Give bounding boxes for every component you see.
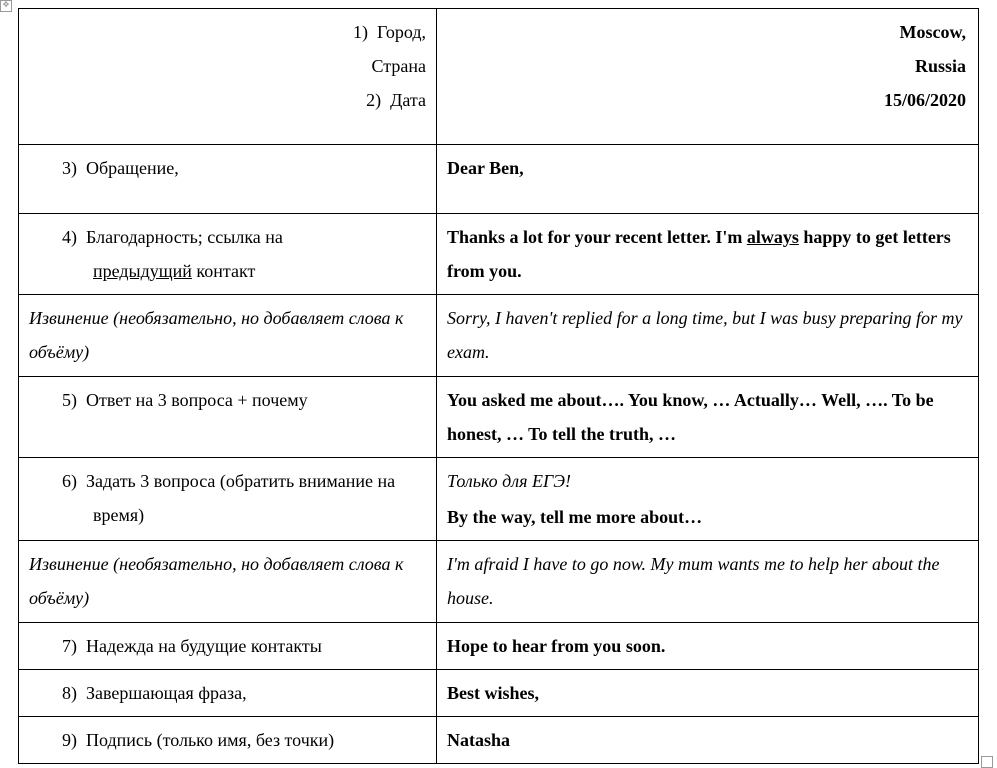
cell-right-hope: Hope to hear from you soon. [437,622,979,669]
num-4: 4) [62,227,86,247]
cell-right-thanks: Thanks a lot for your recent letter. I'm… [437,213,979,294]
label-country: Страна [372,56,426,76]
cell-right-apology2: I'm afraid I have to go now. My mum want… [437,541,979,622]
table-row: Извинение (необязательно, но добавляет с… [19,541,979,622]
cell-right-closing: Best wishes, [437,669,979,716]
table-row: 7) Надежда на будущие контакты Hope to h… [19,622,979,669]
label-signature: Подпись (только имя, без точки) [86,730,334,750]
label-hope: Надежда на будущие контакты [86,636,322,656]
value-city: Moscow, [447,15,966,49]
label-thanks-post: контакт [192,261,255,281]
label-closing: Завершающая фраза, [86,683,247,703]
value-closing: Best wishes, [447,683,539,703]
num-7: 7) [62,636,86,656]
cell-left-signature: 9) Подпись (только имя, без точки) [19,717,437,764]
cell-left-closing: 8) Завершающая фраза, [19,669,437,716]
num-2: 2) [366,90,390,110]
cell-left-ask: 6) Задать 3 вопроса (обратить внимание н… [19,457,437,540]
num-1: 1) [353,22,377,42]
label-ask: Задать 3 вопроса (обратить внимание на в… [86,471,395,525]
cell-left-hope: 7) Надежда на будущие контакты [19,622,437,669]
table-row: 9) Подпись (только имя, без точки) Natas… [19,717,979,764]
num-9: 9) [62,730,86,750]
table-row: Извинение (необязательно, но добавляет с… [19,295,979,376]
cell-right-greeting: Dear Ben, [437,144,979,213]
cell-right-apology1: Sorry, I haven't replied for a long time… [437,295,979,376]
table-row: 6) Задать 3 вопроса (обратить внимание н… [19,457,979,540]
table-end-icon [981,756,993,768]
label-answer: Ответ на 3 вопроса + почему [86,390,308,410]
label-city: Город, [377,22,426,42]
table-row: 4) Благодарность; ссылка на предыдущий к… [19,213,979,294]
value-date: 15/06/2020 [447,83,966,117]
table-row: 3) Обращение, Dear Ben, [19,144,979,213]
label-thanks-pre: Благодарность; ссылка на [86,227,283,247]
cell-left-address: 1) Город, Страна 2) Дата [19,9,437,145]
num-8: 8) [62,683,86,703]
label-apology2: Извинение (необязательно, но добавляет с… [29,554,403,608]
value-apology1: Sorry, I haven't replied for a long time… [447,308,962,362]
num-6: 6) [62,471,86,491]
label-greeting: Обращение, [86,158,179,178]
num-5: 5) [62,390,86,410]
table-row: 5) Ответ на 3 вопроса + почему You asked… [19,376,979,457]
cell-left-greeting: 3) Обращение, [19,144,437,213]
cell-right-answer: You asked me about…. You know, … Actuall… [437,376,979,457]
num-3: 3) [62,158,86,178]
table-row: 1) Город, Страна 2) Дата Moscow, Russia … [19,9,979,145]
cell-left-apology2: Извинение (необязательно, но добавляет с… [19,541,437,622]
value-answer: You asked me about…. You know, … Actuall… [447,390,934,444]
table-anchor-icon [0,0,12,12]
cell-right-signature: Natasha [437,717,979,764]
cell-left-thanks: 4) Благодарность; ссылка на предыдущий к… [19,213,437,294]
label-apology1: Извинение (необязательно, но добавляет с… [29,308,403,362]
letter-structure-table: 1) Город, Страна 2) Дата Moscow, Russia … [18,8,979,764]
table-row: 8) Завершающая фраза, Best wishes, [19,669,979,716]
value-hope: Hope to hear from you soon. [447,636,665,656]
cell-left-apology1: Извинение (необязательно, но добавляет с… [19,295,437,376]
value-ask-note: Только для ЕГЭ! [447,464,968,498]
value-thanks-pre: Thanks a lot for your recent letter. I'm [447,227,747,247]
value-signature: Natasha [447,730,510,750]
label-thanks-under: предыдущий [93,261,192,281]
value-apology2: I'm afraid I have to go now. My mum want… [447,554,939,608]
value-greeting: Dear Ben, [447,158,524,178]
cell-left-answer: 5) Ответ на 3 вопроса + почему [19,376,437,457]
cell-right-address: Moscow, Russia 15/06/2020 [437,9,979,145]
label-date: Дата [390,90,426,110]
value-ask-main: By the way, tell me more about… [447,500,968,534]
cell-right-ask: Только для ЕГЭ! By the way, tell me more… [437,457,979,540]
value-thanks-under: always [747,227,799,247]
page-container: 1) Город, Страна 2) Дата Moscow, Russia … [0,0,997,768]
value-country: Russia [447,49,966,83]
